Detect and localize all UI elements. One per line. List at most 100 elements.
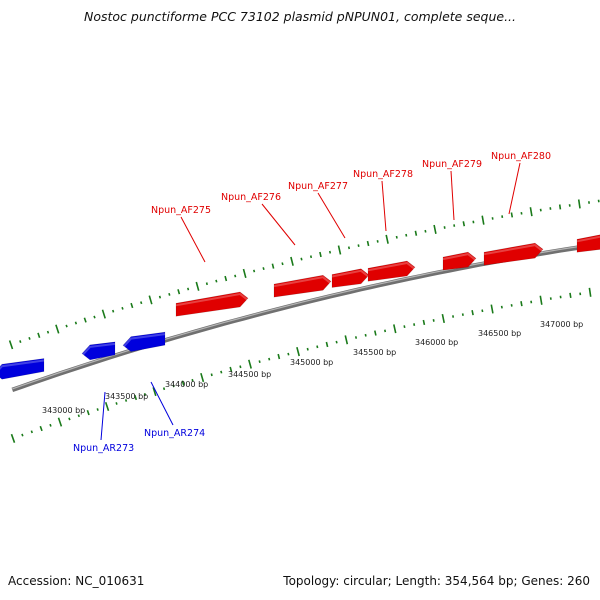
outer-ring-minor-tick: [205, 282, 208, 286]
gene-label-leader: [100, 391, 106, 441]
gene-label[interactable]: Npun_AF280: [491, 151, 551, 162]
outer-ring-minor-tick: [46, 330, 50, 334]
outer-ring-minor-tick: [168, 292, 171, 296]
gene-label[interactable]: Npun_AF279: [422, 159, 482, 170]
outer-ring-minor-tick: [366, 240, 370, 247]
outer-ring-minor-tick: [74, 321, 78, 325]
gene-label[interactable]: Npun_AF276: [221, 192, 281, 203]
outer-ring-minor-tick: [328, 250, 332, 254]
gene-arrow-npun-af280[interactable]: [483, 242, 544, 266]
outer-ring-minor-tick: [539, 208, 542, 212]
gene-arrow-npun-af275[interactable]: [175, 291, 249, 317]
gene-label[interactable]: Npun_AR273: [73, 443, 134, 454]
inner-ring-minor-tick: [39, 425, 43, 432]
inner-ring-minor-tick: [143, 393, 147, 396]
outer-ring-major-tick: [55, 324, 60, 334]
gene-label-leader: [450, 170, 455, 221]
gene-arrow-npun-af279[interactable]: [442, 251, 477, 271]
outer-ring-major-tick: [242, 268, 247, 279]
gene-label[interactable]: Npun_AR274: [144, 428, 205, 439]
inner-ring-minor-tick: [364, 333, 367, 337]
backbone-line: [11, 242, 599, 393]
gene-arrow-npun-ar273[interactable]: [81, 341, 116, 361]
inner-ring-major-tick: [104, 401, 110, 412]
map-title: Nostoc punctiforme PCC 73102 plasmid pNP…: [83, 9, 516, 24]
outer-ring-minor-tick: [347, 246, 351, 250]
outer-ring-minor-tick: [462, 221, 466, 227]
gene-arrow-npun-af276[interactable]: [273, 274, 332, 298]
inner-ring-minor-tick: [432, 319, 435, 322]
outer-ring-major-tick: [8, 340, 14, 350]
outer-ring-major-tick: [385, 234, 389, 244]
gene-arrow-npun-af278[interactable]: [367, 260, 416, 282]
gene-labels: Npun_AR273 Npun_AR274 Npun_AF275 Npun_AF276…: [73, 151, 551, 454]
inner-ring-minor-tick: [510, 304, 513, 307]
gene-shapes: [0, 234, 600, 380]
gene-arrow-npun-af277[interactable]: [331, 268, 370, 288]
inner-ring-major-tick: [10, 433, 16, 443]
inner-ring-minor-tick: [181, 380, 185, 386]
inner-ring-minor-tick: [172, 384, 175, 388]
inner-ring-minor-tick: [268, 357, 271, 361]
inner-ring-minor-tick: [452, 315, 455, 318]
outer-tick-ring: [8, 199, 600, 350]
inner-ring-minor-tick: [403, 325, 406, 329]
inner-ring-major-tick: [588, 287, 592, 297]
outer-ring-minor-tick: [376, 240, 379, 243]
inner-ring-minor-tick: [500, 305, 503, 309]
inner-ring-minor-tick: [384, 329, 387, 333]
inner-ring-minor-tick: [162, 387, 166, 391]
gene-arrow-offscreen[interactable]: [576, 234, 600, 253]
outer-ring-minor-tick: [83, 317, 87, 323]
outer-ring-major-tick: [433, 224, 437, 234]
inner-ring-major-tick: [539, 295, 543, 305]
gene-label-leader: [261, 203, 296, 246]
outer-ring-minor-tick: [215, 279, 218, 283]
outer-ring-minor-tick: [424, 229, 427, 233]
outer-ring-minor-tick: [234, 274, 237, 278]
backbone-highlight: [12, 242, 599, 390]
accession-text: Accession: NC_010631: [8, 574, 145, 588]
outer-ring-minor-tick: [405, 233, 408, 237]
outer-ring-minor-tick: [158, 295, 162, 299]
tick-label: 346000 bp: [415, 338, 458, 347]
inner-ring-minor-tick: [569, 292, 572, 299]
outer-ring-minor-tick: [395, 235, 398, 239]
inner-ring-minor-tick: [335, 340, 338, 344]
outer-ring-major-tick: [148, 295, 153, 305]
outer-ring-minor-tick: [224, 275, 228, 282]
outer-ring-minor-tick: [510, 212, 514, 218]
inner-ring-minor-tick: [481, 309, 484, 313]
gene-arrow-reverse[interactable]: [0, 358, 45, 380]
gene-label[interactable]: Npun_AF277: [288, 181, 348, 192]
outer-ring-minor-tick: [357, 244, 360, 247]
gene-label-leader: [381, 180, 387, 232]
gene-label-leader: [180, 216, 206, 263]
outer-ring-minor-tick: [65, 324, 68, 328]
tick-label: 344500 bp: [228, 370, 271, 379]
topology-summary: Topology: circular; Length: 354,564 bp; …: [283, 574, 590, 588]
tick-label: 347000 bp: [540, 320, 583, 329]
inner-ring-minor-tick: [316, 345, 319, 349]
gene-label[interactable]: Npun_AF275: [151, 205, 211, 216]
tick-label: 344000 bp: [165, 380, 208, 389]
outer-ring-minor-tick: [19, 340, 22, 344]
outer-ring-major-tick: [337, 245, 342, 255]
inner-ring-minor-tick: [134, 394, 138, 401]
gene-arrow-npun-ar274[interactable]: [122, 331, 166, 352]
inner-ring-minor-tick: [239, 365, 242, 369]
outer-ring-minor-tick: [309, 255, 313, 259]
outer-ring-minor-tick: [112, 309, 115, 313]
inner-ring-minor-tick: [461, 313, 464, 316]
tick-label: 343000 bp: [42, 406, 85, 415]
outer-ring-minor-tick: [140, 301, 143, 305]
inner-ring-major-tick: [248, 359, 252, 369]
inner-ring-major-tick: [344, 335, 349, 345]
gene-label[interactable]: Npun_AF278: [353, 169, 413, 180]
inner-ring-minor-tick: [96, 408, 99, 411]
outer-ring-minor-tick: [187, 287, 190, 291]
inner-ring-minor-tick: [86, 410, 90, 416]
outer-ring-minor-tick: [130, 302, 134, 309]
inner-ring-minor-tick: [277, 353, 281, 360]
